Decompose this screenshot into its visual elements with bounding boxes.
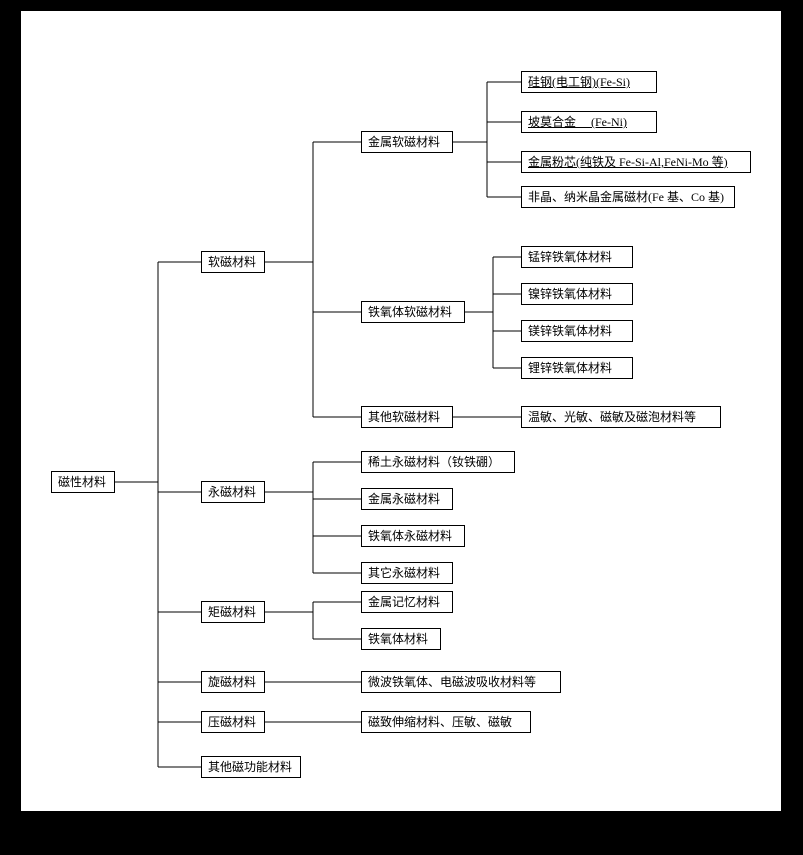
node-rm2: 铁氧体材料: [361, 628, 441, 650]
node-pz: 压磁材料: [201, 711, 265, 733]
node-fs3: 镁锌铁氧体材料: [521, 320, 633, 342]
node-other-soft: 其他软磁材料: [361, 406, 453, 428]
node-ms1: 硅钢(电工钢)(Fe-Si): [521, 71, 657, 93]
diagram-frame: 磁性材料 软磁材料 永磁材料 矩磁材料 旋磁材料 压磁材料 其他磁功能材料 金属…: [20, 10, 782, 812]
node-perm: 永磁材料: [201, 481, 265, 503]
node-spin: 旋磁材料: [201, 671, 265, 693]
node-ms3: 金属粉芯(纯铁及 Fe-Si-Al,FeNi-Mo 等): [521, 151, 751, 173]
node-ms2: 坡莫合金 (Fe-Ni): [521, 111, 657, 133]
node-rm1: 金属记忆材料: [361, 591, 453, 613]
node-sp1: 微波铁氧体、电磁波吸收材料等: [361, 671, 561, 693]
node-pm2: 金属永磁材料: [361, 488, 453, 510]
node-fs2: 镍锌铁氧体材料: [521, 283, 633, 305]
node-other: 其他磁功能材料: [201, 756, 301, 778]
canvas: 磁性材料 软磁材料 永磁材料 矩磁材料 旋磁材料 压磁材料 其他磁功能材料 金属…: [0, 0, 803, 855]
node-pz1: 磁致伸缩材料、压敏、磁敏: [361, 711, 531, 733]
node-pm4: 其它永磁材料: [361, 562, 453, 584]
node-soft: 软磁材料: [201, 251, 265, 273]
node-pm3: 铁氧体永磁材料: [361, 525, 465, 547]
node-root: 磁性材料: [51, 471, 115, 493]
node-fs4: 锂锌铁氧体材料: [521, 357, 633, 379]
node-pm1: 稀土永磁材料（钕铁硼）: [361, 451, 515, 473]
node-ferrite-soft: 铁氧体软磁材料: [361, 301, 465, 323]
node-metal-soft: 金属软磁材料: [361, 131, 453, 153]
node-os1: 温敏、光敏、磁敏及磁泡材料等: [521, 406, 721, 428]
node-ms4: 非晶、纳米晶金属磁材(Fe 基、Co 基): [521, 186, 735, 208]
node-fs1: 锰锌铁氧体材料: [521, 246, 633, 268]
node-rect: 矩磁材料: [201, 601, 265, 623]
